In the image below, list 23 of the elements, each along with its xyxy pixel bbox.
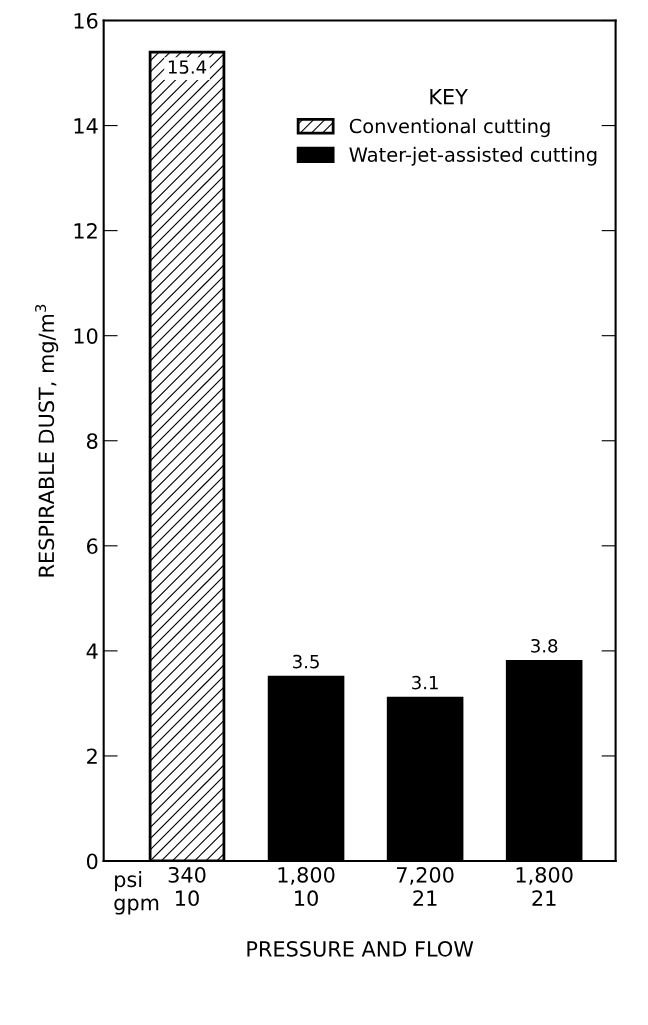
y-tick-label: 0: [86, 853, 98, 870]
y-tick-label: 4: [86, 643, 98, 659]
x-axis-title: PRESSURE AND FLOW: [247, 940, 474, 957]
x-tick-label: 340 10: [168, 866, 206, 907]
legend-label: Conventional cutting: [349, 118, 550, 138]
y-tick-label: 8: [86, 433, 98, 449]
y-tick-label: 2: [87, 748, 97, 764]
x-tick-label: 1,800 21: [516, 866, 573, 906]
data-label: 3.1: [412, 675, 438, 690]
y-tick-label: 16: [74, 12, 98, 29]
y-tick-label: 14: [74, 118, 98, 134]
data-label: 15.4: [168, 60, 207, 74]
x-tick-label: 1,800 10: [278, 866, 335, 907]
data-label: 3.5: [293, 654, 319, 669]
data-label: 3.8: [531, 638, 558, 653]
y-tick-label: 6: [87, 538, 98, 555]
y-axis-title: RESPIRABLE DUST, mg/m$^{3}$: [35, 304, 59, 577]
x-tick-label: 7,200 21: [397, 866, 454, 906]
y-tick-label: 10: [74, 328, 98, 344]
y-tick-label: 12: [74, 223, 97, 239]
text: psi gpm: [114, 871, 159, 915]
legend-label: Water-jet-assisted cutting: [349, 146, 597, 166]
legend-title: KEY: [430, 89, 468, 105]
